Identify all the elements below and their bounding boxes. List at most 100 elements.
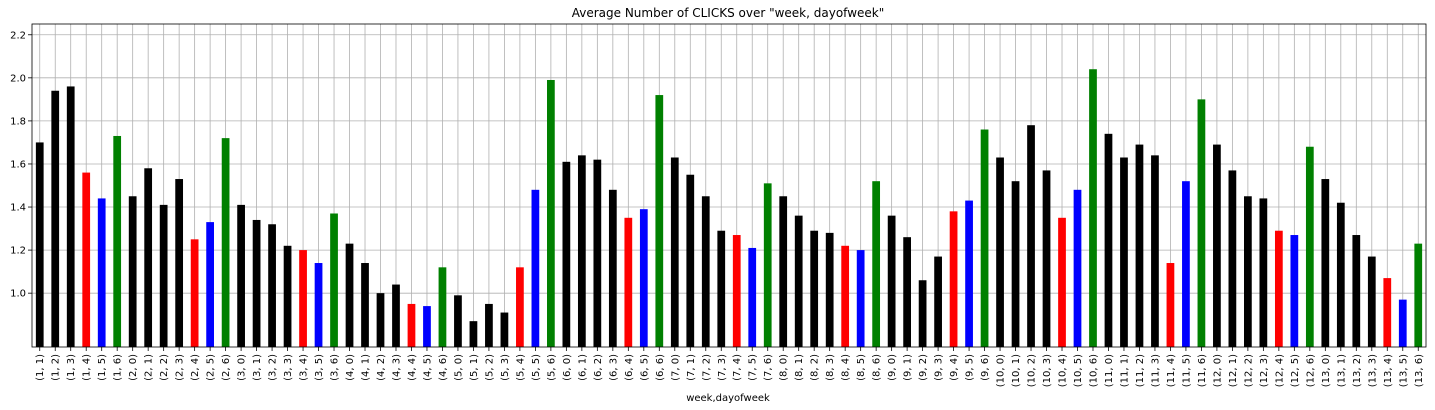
y-axis-ticks: 1.0 1.2 1.4 1.6 1.8 2.0 2.2 <box>10 30 32 300</box>
bar <box>376 293 385 347</box>
bar <box>252 219 261 347</box>
x-tick-label: (2, 1) <box>144 354 155 381</box>
x-tick-label: (10, 3) <box>1042 354 1053 387</box>
bar <box>841 245 850 347</box>
x-tick-label: (9, 3) <box>934 354 945 381</box>
x-tick-label: (3, 0) <box>237 354 248 381</box>
bar <box>469 321 478 347</box>
x-tick-label: (4, 4) <box>407 354 418 381</box>
bar <box>1120 157 1128 347</box>
bar <box>748 247 757 347</box>
x-tick-label: (3, 1) <box>252 354 263 381</box>
bar <box>1352 235 1361 347</box>
x-tick-label: (5, 0) <box>453 354 464 381</box>
bar <box>454 295 462 347</box>
bar <box>190 239 199 347</box>
bar <box>159 204 168 347</box>
x-tick-label: (5, 1) <box>469 354 480 381</box>
x-tick-label: (6, 3) <box>608 354 619 381</box>
bar <box>934 256 942 347</box>
x-tick-label: (4, 3) <box>391 354 402 381</box>
x-tick-label: (5, 3) <box>500 354 511 381</box>
x-tick-label: (11, 4) <box>1166 354 1177 387</box>
x-tick-label: (8, 0) <box>779 354 790 381</box>
bar <box>670 157 679 347</box>
bar <box>1166 263 1175 347</box>
bar <box>1135 144 1144 347</box>
bar <box>608 189 617 347</box>
x-tick-label: (4, 1) <box>361 354 372 381</box>
bar <box>825 232 834 347</box>
bar <box>1414 243 1423 347</box>
bar <box>1182 181 1190 347</box>
bar <box>314 263 323 347</box>
bar <box>1042 170 1051 347</box>
bar <box>51 90 60 348</box>
bar <box>918 280 927 347</box>
bar <box>66 86 75 348</box>
x-tick-label: (5, 5) <box>531 354 542 381</box>
bar <box>1398 299 1407 347</box>
x-tick-label: (8, 3) <box>825 354 836 381</box>
bar <box>980 129 989 347</box>
bar <box>856 250 865 347</box>
x-tick-label: (2, 4) <box>190 354 201 381</box>
x-tick-label: (12, 6) <box>1305 354 1316 387</box>
x-axis-ticks: (1, 1) (1, 2) (1, 3) (1, 4) (1, 5) (1, 6) (2, … <box>35 347 1425 387</box>
bar <box>97 198 106 347</box>
x-tick-label: (7, 1) <box>686 354 697 381</box>
bar <box>1367 256 1376 347</box>
bar <box>283 245 292 347</box>
bar <box>794 215 803 347</box>
bar <box>299 250 307 347</box>
x-tick-label: (13, 5) <box>1398 354 1409 387</box>
x-tick-label: (6, 6) <box>655 354 666 381</box>
bar <box>903 237 911 347</box>
bar <box>128 196 137 347</box>
plot-frame <box>31 23 1427 348</box>
x-tick-label: (1, 3) <box>66 354 77 381</box>
x-tick-label: (1, 1) <box>35 354 46 381</box>
x-tick-label: (11, 0) <box>1104 354 1115 387</box>
y-tick-label: 1.8 <box>10 116 26 127</box>
bar <box>1228 170 1237 347</box>
x-tick-label: (4, 2) <box>376 354 387 381</box>
x-tick-label: (13, 2) <box>1352 354 1363 387</box>
x-tick-label: (10, 4) <box>1058 354 1069 387</box>
x-tick-label: (12, 2) <box>1243 354 1254 387</box>
bar <box>237 204 245 347</box>
bar <box>113 135 122 347</box>
x-tick-label: (11, 3) <box>1150 354 1161 387</box>
x-tick-label: (6, 0) <box>562 354 573 381</box>
x-tick-label: (3, 2) <box>268 354 279 381</box>
x-tick-label: (8, 4) <box>841 354 852 381</box>
x-tick-label: (12, 4) <box>1274 354 1285 387</box>
x-tick-label: (5, 6) <box>546 354 557 381</box>
x-tick-label: (9, 1) <box>903 354 914 381</box>
x-tick-label: (6, 4) <box>624 354 635 381</box>
bar <box>361 263 369 347</box>
x-tick-label: (9, 2) <box>918 354 929 381</box>
x-tick-label: (3, 6) <box>330 354 341 381</box>
x-tick-label: (10, 0) <box>996 354 1007 387</box>
x-tick-label: (3, 3) <box>283 354 294 381</box>
bar <box>763 183 772 347</box>
x-tick-label: (11, 5) <box>1181 354 1192 387</box>
bar <box>1073 189 1082 347</box>
x-axis-label: week,dayofweek <box>686 393 770 404</box>
y-tick-label: 1.2 <box>10 246 26 257</box>
x-tick-label: (13, 6) <box>1414 354 1425 387</box>
bar <box>423 306 431 347</box>
bar <box>345 243 354 347</box>
y-tick-label: 1.0 <box>10 289 26 300</box>
bar <box>1244 196 1252 347</box>
y-tick-label: 1.6 <box>10 159 26 170</box>
x-tick-label: (11, 6) <box>1197 354 1208 387</box>
bar <box>1213 144 1221 347</box>
x-tick-label: (7, 6) <box>763 354 774 381</box>
bar <box>330 213 338 347</box>
bar <box>1259 198 1268 347</box>
bar <box>221 138 230 347</box>
x-tick-label: (7, 0) <box>670 354 681 381</box>
